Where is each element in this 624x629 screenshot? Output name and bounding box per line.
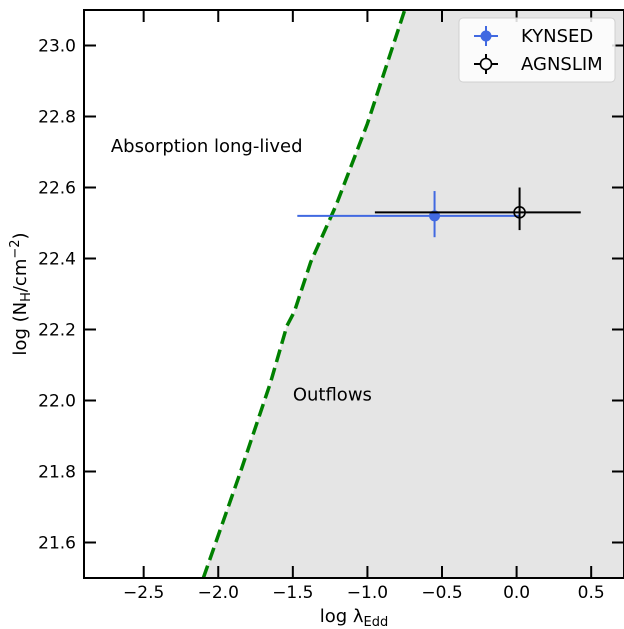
y-axis-label: log (NH/cm−2) [8, 232, 34, 355]
y-tick-label: 22.6 [38, 179, 76, 199]
boundary-dashed-line [201, 9, 407, 579]
y-tick-label: 21.6 [38, 534, 76, 554]
x-tick-label: 0.5 [578, 583, 605, 603]
y-tick-label: 22.0 [38, 392, 76, 412]
data-point [513, 206, 526, 219]
y-tick-label: 22.2 [38, 321, 76, 341]
ticks: −2.5 −2.0 −1.5 −1.0 −0.5 0.0 0.5 21.6 21.8 22.0 22… [38, 10, 624, 603]
legend: KYNSED AGNSLIM [458, 17, 616, 83]
legend-label: KYNSED [521, 26, 593, 47]
legend-marker [479, 57, 493, 71]
legend-entry: AGNSLIM [474, 54, 603, 75]
legend-marker [480, 30, 492, 42]
y-tick-label: 23.0 [38, 37, 76, 57]
legend-entry: KYNSED [474, 26, 593, 47]
y-tick-label: 22.4 [38, 250, 76, 270]
x-tick-label: −1.0 [347, 583, 388, 603]
x-axis-label: log λEdd [320, 606, 389, 629]
x-tick-label: −2.5 [123, 583, 164, 603]
y-tick-label: 21.8 [38, 463, 76, 483]
legend-box [458, 17, 616, 83]
axes-frame [83, 9, 624, 579]
annotation-text: Outflows [293, 385, 372, 406]
annotations: Absorption long-lived Outflows [111, 136, 372, 406]
x-tick-label: −2.0 [198, 583, 239, 603]
x-tick-label: −1.5 [272, 583, 313, 603]
outflow-shaded-region [203, 10, 624, 578]
series-kynsed [297, 191, 520, 238]
x-tick-label: −0.5 [421, 583, 462, 603]
y-tick-label: 22.8 [38, 108, 76, 128]
plot-area [201, 9, 624, 579]
x-tick-label: 0.0 [503, 583, 530, 603]
annotation-text: Absorption long-lived [111, 136, 303, 157]
legend-label: AGNSLIM [521, 54, 603, 75]
series-agnslim [374, 187, 581, 231]
